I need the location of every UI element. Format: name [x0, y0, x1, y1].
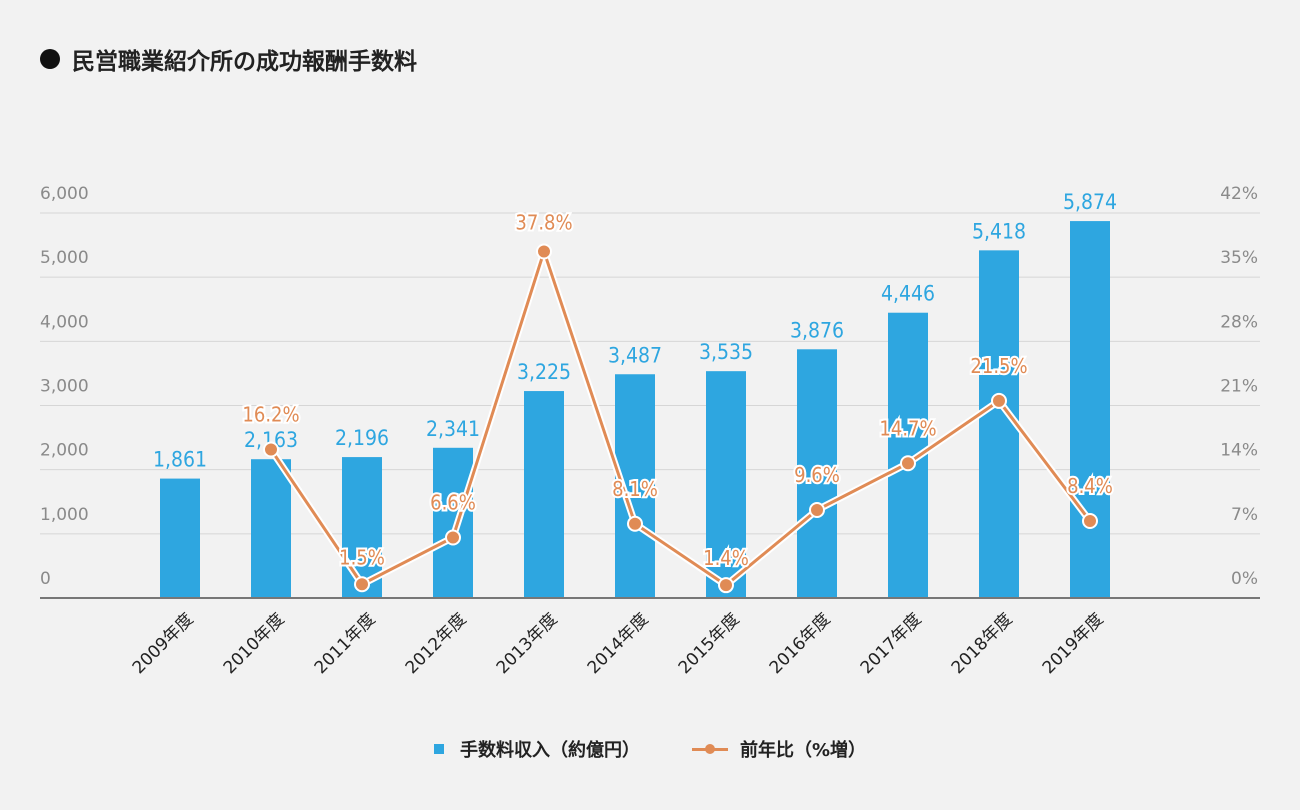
- y-left-tick-label: 6,000: [40, 184, 89, 204]
- bar-value-label: 4,446: [881, 282, 935, 306]
- legend-bar-swatch: [433, 744, 444, 754]
- x-tick-label: 2014年度: [584, 609, 653, 678]
- line-point: [809, 502, 825, 518]
- x-tick-label: 2013年度: [493, 609, 562, 678]
- bar-value-label: 3,876: [790, 318, 844, 342]
- series-line: [269, 250, 1092, 587]
- x-tick-label: 2017年度: [857, 609, 926, 678]
- bar-value-label: 3,535: [699, 340, 753, 364]
- y-right-tick-label: 35%: [1220, 248, 1258, 268]
- x-tick-label: 2015年度: [675, 609, 744, 678]
- x-tick-label: 2012年度: [402, 609, 471, 678]
- bar: [706, 371, 746, 598]
- y-right-tick-label: 0%: [1231, 569, 1258, 589]
- line-value-label: 6.6%: [430, 491, 476, 515]
- chart-title: 民営職業紹介所の成功報酬手数料: [40, 42, 417, 76]
- line-value-label: 16.2%: [242, 403, 299, 427]
- bar: [433, 447, 473, 598]
- line-point: [627, 515, 643, 532]
- line-point: [991, 392, 1007, 409]
- y-right-tick-label: 7%: [1231, 505, 1258, 525]
- bar-value-label: 2,341: [426, 417, 480, 441]
- bar: [797, 349, 837, 598]
- line-value-label: 1.4%: [703, 546, 749, 570]
- bar-value-label: 5,418: [972, 219, 1026, 243]
- line-value-label: 37.8%: [515, 211, 572, 235]
- y-left-tick-label: 2,000: [40, 441, 89, 461]
- line-point: [900, 455, 916, 472]
- line-point: [536, 243, 552, 260]
- bullet-icon: [40, 49, 60, 69]
- legend-line-swatch: [691, 743, 728, 755]
- x-tick-label: 2016年度: [766, 609, 835, 678]
- y-right-tick-label: 21%: [1220, 377, 1258, 397]
- bar-value-label: 2,196: [335, 426, 389, 450]
- y-left-tick-label: 3,000: [40, 377, 89, 397]
- bar: [524, 391, 564, 598]
- line-point: [445, 529, 461, 546]
- legend-item-line: 前年比（%増）: [691, 736, 867, 762]
- x-tick-label: 2018年度: [948, 609, 1017, 678]
- chart-title-text: 民営職業紹介所の成功報酬手数料: [72, 49, 417, 75]
- legend-line-label: 前年比（%増）: [739, 740, 867, 761]
- legend-item-bar: 手数料収入（約億円）: [433, 736, 640, 762]
- legend-bar-label: 手数料収入（約億円）: [459, 740, 640, 761]
- line-point: [718, 577, 734, 594]
- y-left-tick-label: 4,000: [40, 312, 89, 332]
- y-left-tick-label: 0: [40, 569, 51, 589]
- x-tick-label: 2010年度: [220, 609, 289, 678]
- bar: [1070, 221, 1110, 598]
- series-line-halo: [268, 248, 1093, 589]
- line-value-label: 1.5%: [339, 545, 385, 569]
- bar: [251, 459, 291, 598]
- line-value-label: 9.6%: [794, 463, 840, 487]
- line-value-label: 21.5%: [970, 354, 1027, 378]
- y-right-tick-label: 14%: [1220, 441, 1258, 461]
- bar-value-label: 1,861: [153, 448, 207, 472]
- line-point: [1082, 513, 1098, 529]
- bar: [160, 478, 200, 598]
- line-value-label: 14.7%: [879, 416, 936, 440]
- bar-value-label: 3,487: [608, 343, 662, 367]
- x-tick-label: 2011年度: [311, 609, 380, 678]
- line-point: [263, 441, 279, 458]
- y-right-tick-label: 28%: [1220, 312, 1258, 332]
- line-value-label: 8.4%: [1067, 474, 1113, 498]
- legend: 手数料収入（約億円） 前年比（%増）: [0, 736, 1300, 762]
- line-value-label: 8.1%: [612, 477, 658, 501]
- y-left-tick-label: 1,000: [40, 505, 89, 525]
- bar-value-label: 3,225: [517, 360, 571, 384]
- y-right-tick-label: 42%: [1220, 184, 1258, 204]
- y-left-tick-label: 5,000: [40, 248, 89, 268]
- line-point: [354, 576, 370, 593]
- x-tick-label: 2019年度: [1039, 609, 1108, 678]
- bar-value-label: 5,874: [1063, 190, 1117, 214]
- x-tick-label: 2009年度: [129, 609, 198, 678]
